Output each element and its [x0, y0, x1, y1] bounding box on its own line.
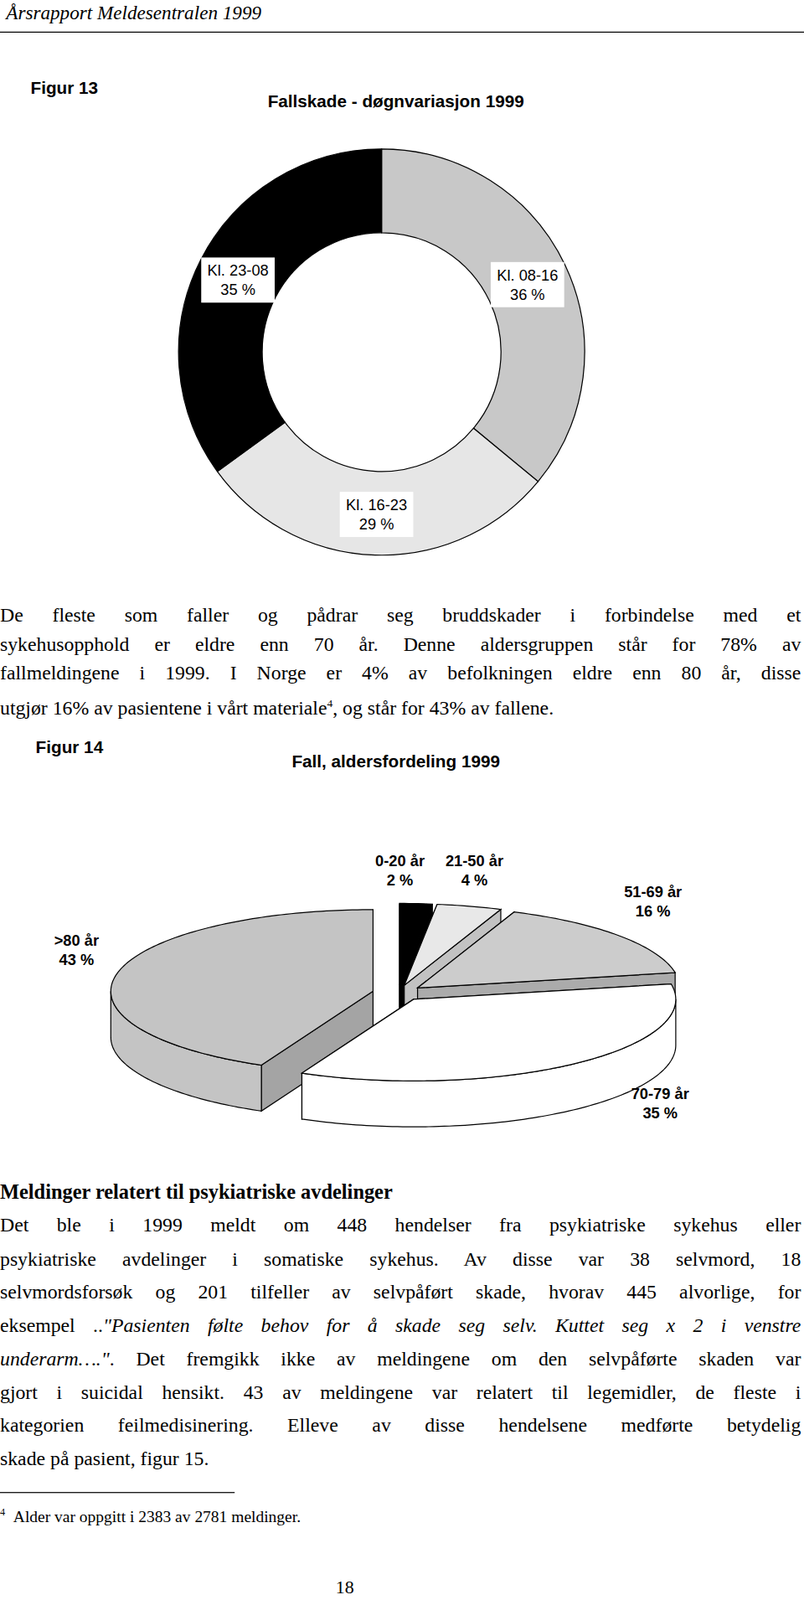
text-run: De fleste som faller og pådrar seg brudd… — [0, 603, 801, 626]
value-label: 35 % — [220, 280, 256, 299]
text-run: sykehusopphold er eldre enn 70 år. Denne… — [0, 633, 801, 655]
label-box — [201, 257, 275, 303]
text-line: eksempel .."Pasienten følte behov for å … — [0, 1309, 801, 1343]
text-line: De fleste som faller og pådrar seg brudd… — [0, 601, 801, 631]
data-label: 51-69 år16 % — [623, 882, 682, 920]
chart-title: Fall, aldersfordeling 1999 — [291, 751, 500, 771]
data-label-text: Kl. 23-0835 % — [207, 261, 269, 299]
pie-chart: 0-20 år2 % 21-50 år4 % 51-69 år16 % 70-79 å… — [54, 851, 690, 1127]
pie-slice — [301, 984, 676, 1082]
text-line: selvmordsforsøk og 201 tilfeller av selv… — [0, 1275, 801, 1310]
pie-slice-group — [301, 984, 676, 1128]
category-label: Kl. 23-08 — [207, 261, 269, 279]
pie-slice — [417, 912, 676, 989]
data-label-text: >80 år43 % — [54, 931, 99, 969]
slices — [110, 902, 676, 1127]
data-label-text: Kl. 08-1636 % — [496, 266, 558, 304]
donut-slice — [216, 422, 538, 556]
footnote-rule — [0, 1491, 235, 1493]
category-label: Kl. 16-23 — [345, 495, 408, 514]
value-label: 4 % — [461, 871, 488, 889]
text-line: kategorien feilmedisinering. Elleve av d… — [0, 1409, 801, 1444]
text-line: Det ble i 1999 meldt om 448 hendelser fr… — [0, 1209, 801, 1243]
text-line: fallmeldingene i 1999. I Norge er 4% av … — [0, 659, 801, 689]
label-box — [490, 262, 565, 308]
data-label-text: 51-69 år16 % — [623, 882, 682, 920]
text-run: skade på pasient, figur 15. — [0, 1448, 209, 1470]
italic-run: "Pasienten følte behov for å skade seg s… — [103, 1314, 801, 1336]
text-line: sykehusopphold er eldre enn 70 år. Denne… — [0, 629, 801, 660]
text-run: kategorien feilmedisinering. Elleve av d… — [0, 1414, 801, 1437]
value-label: 35 % — [642, 1103, 678, 1122]
data-label: Kl. 23-0835 % — [201, 257, 275, 303]
header-rule — [0, 31, 804, 33]
label-box — [340, 491, 414, 537]
figure-label: Figur 13 — [30, 77, 99, 98]
text-line: underarm….". Det fremgikk ikke av meldin… — [0, 1342, 801, 1377]
text-run: utgjør 16% av pasientene i vårt material… — [0, 696, 328, 719]
text-run: Det ble i 1999 meldt om 448 hendelser fr… — [0, 1214, 801, 1237]
value-label: 36 % — [510, 285, 546, 304]
data-label: 21-50 år4 % — [445, 851, 504, 889]
value-label: 16 % — [635, 901, 671, 920]
italic-run: underarm…." — [0, 1347, 110, 1370]
footnote-mark: 4 — [0, 1505, 6, 1517]
donut-chart: Kl. 08-1636 % Kl. 16-2329 % Kl. 23-0835 % — [178, 149, 585, 556]
data-label: 0-20 år2 % — [375, 851, 425, 889]
category-label: Kl. 08-16 — [496, 266, 558, 284]
footnote-ref: 4 — [327, 695, 334, 709]
data-label: Kl. 08-1636 % — [490, 262, 565, 308]
text-run: . Det fremgikk ikke av meldingene om den… — [109, 1347, 802, 1370]
page-header: Årsrapport Meldesentralen 1999 — [5, 1, 262, 25]
donut-slice — [178, 149, 382, 472]
text-line: utgjør 16% av pasientene i vårt material… — [0, 688, 801, 723]
data-label: >80 år43 % — [54, 931, 99, 969]
section-heading: Meldinger relatert til psykiatriske avde… — [0, 1180, 393, 1205]
data-label: Kl. 16-2329 % — [340, 491, 414, 537]
data-label-text: 70-79 år35 % — [631, 1084, 690, 1122]
page-number: 18 — [324, 1576, 366, 1598]
footnote: 4 Alder var oppgitt i 2383 av 2781 meldin… — [0, 1505, 301, 1526]
pie-slice — [110, 909, 373, 1066]
category-label: 70-79 år — [631, 1084, 690, 1103]
slices — [178, 149, 585, 556]
data-label-text: 0-20 år2 % — [375, 851, 425, 889]
data-label-text: 21-50 år4 % — [445, 851, 504, 889]
text-run: psykiatriske avdelinger i somatiske syke… — [0, 1247, 801, 1270]
value-label: 2 % — [386, 871, 413, 889]
text-run: gjort i suicidal hensikt. 43 av meldinge… — [0, 1381, 801, 1403]
data-label: 70-79 år35 % — [631, 1084, 690, 1122]
text-run: , og står for 43% av fallene. — [332, 696, 554, 719]
text-run: eksempel .. — [0, 1314, 104, 1336]
category-label: >80 år — [54, 931, 99, 949]
category-label: 51-69 år — [623, 882, 682, 901]
figure-label: Figur 14 — [36, 737, 104, 757]
text-line: gjort i suicidal hensikt. 43 av meldinge… — [0, 1376, 801, 1410]
text-run: selvmordsforsøk og 201 tilfeller av selv… — [0, 1280, 801, 1303]
value-label: 29 % — [359, 515, 395, 533]
text-line: skade på pasient, figur 15. — [0, 1443, 801, 1477]
text-run: fallmeldingene i 1999. I Norge er 4% av … — [0, 662, 801, 685]
donut-slice — [381, 149, 585, 482]
value-label: 43 % — [59, 950, 95, 969]
footnote-text: Alder var oppgitt i 2383 av 2781 melding… — [13, 1507, 301, 1526]
text-line: psykiatriske avdelinger i somatiske syke… — [0, 1242, 801, 1276]
category-label: 0-20 år — [375, 851, 425, 870]
page: Årsrapport Meldesentralen 1999 Figur 13 Fa… — [0, 0, 804, 1600]
data-label-text: Kl. 16-2329 % — [345, 495, 408, 533]
category-label: 21-50 år — [445, 851, 504, 870]
chart-title: Fallskade - døgnvariasjon 1999 — [268, 91, 525, 111]
